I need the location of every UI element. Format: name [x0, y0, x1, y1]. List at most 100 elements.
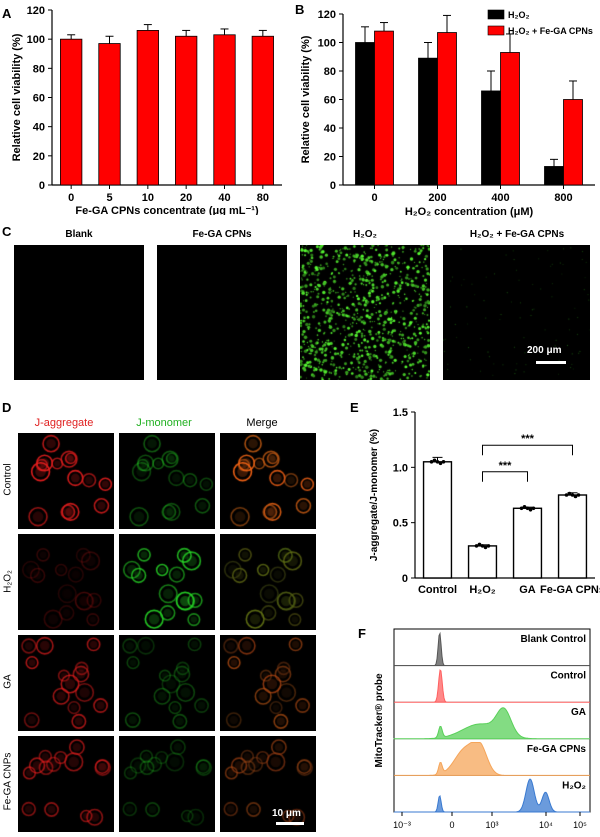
bar — [557, 494, 588, 579]
panel-d-col-j-aggregate: J-aggregate — [34, 417, 94, 429]
series-label: H₂O₂ — [562, 780, 586, 791]
series-label: Fe-GA CPNs — [527, 744, 587, 755]
confocal-fega-cnps-j-monomer — [119, 736, 215, 832]
scale-label-d: 10 μm — [272, 808, 301, 819]
histogram-ga — [393, 707, 590, 740]
panel-d-col-j-monomer: J-monomer — [136, 417, 192, 429]
bar — [175, 35, 198, 186]
x-tick-label: 0 — [449, 820, 454, 830]
bar-h2o2 — [481, 90, 501, 186]
x-tick-label: 20 — [180, 192, 192, 204]
panel-b-label: B — [295, 2, 305, 17]
panel-c-title-blank: Blank — [65, 229, 93, 240]
y-tick-label: 20 — [324, 152, 336, 164]
x-tick-label: 400 — [491, 192, 509, 204]
panel-d-row-ga: GA — [2, 674, 14, 689]
histogram-blank-control — [394, 631, 590, 667]
histogram-control — [394, 669, 590, 703]
series-label: Control — [550, 671, 586, 682]
confocal-h2o2-merge — [220, 534, 316, 630]
y-tick-label: 0.5 — [393, 518, 408, 530]
data-point — [483, 545, 488, 550]
data-point — [480, 544, 485, 548]
y-tick-label: 60 — [33, 93, 45, 105]
scale-label-c: 200 μm — [527, 345, 562, 356]
data-point — [567, 491, 572, 496]
data-point — [519, 506, 524, 511]
x-tick-label: 10 — [142, 192, 154, 204]
y-tick-label: 40 — [33, 122, 45, 134]
bar — [136, 30, 159, 186]
panel-c-label: C — [2, 224, 12, 239]
data-point — [528, 507, 533, 512]
bar-h2o2-fega — [500, 52, 520, 186]
panel-a-label: A — [2, 6, 12, 21]
x-axis-title: H₂O₂ concentration (μM) — [405, 206, 534, 218]
confocal-ga-j-monomer — [119, 635, 215, 731]
x-tick-label: 200 — [428, 192, 446, 204]
series-label: Blank Control — [520, 634, 586, 645]
scale-bar-d — [276, 822, 304, 825]
confocal-ga-merge — [220, 635, 316, 731]
data-point — [525, 506, 530, 511]
confocal-fega-cnps-merge — [220, 736, 316, 832]
micrograph-h2o2 — [300, 245, 430, 380]
data-point — [477, 542, 482, 547]
histogram-h-o- — [394, 778, 590, 813]
panel-e-label: E — [350, 400, 359, 415]
series-label: GA — [571, 707, 586, 718]
micrograph-h2o2-fega: 200 μm — [443, 245, 590, 380]
data-point — [441, 460, 446, 464]
data-point — [438, 461, 443, 466]
data-point — [531, 506, 536, 511]
bar — [512, 507, 543, 579]
panel-d-label: D — [2, 400, 12, 415]
micrograph-blank — [14, 245, 144, 380]
y-tick-label: 20 — [33, 151, 45, 163]
legend-label: H₂O₂ + Fe-GA CPNs — [508, 26, 593, 36]
x-tick-label: Fe-GA CPNs — [540, 584, 600, 596]
confocal-fega-cnps-j-aggregate — [18, 736, 114, 832]
data-point — [570, 493, 575, 497]
x-tick-label: 10⁻³ — [393, 820, 411, 830]
bar — [467, 545, 498, 579]
data-point — [576, 493, 581, 497]
significance-label: *** — [521, 433, 535, 445]
data-point — [435, 460, 440, 464]
y-tick-label: 120 — [27, 5, 45, 17]
confocal-h2o2-j-monomer — [119, 534, 215, 630]
y-axis-title: Relative cell viability (%) — [11, 33, 23, 161]
confocal-control-j-monomer — [119, 433, 215, 529]
scale-bar-c — [536, 361, 566, 364]
bar — [251, 35, 274, 186]
x-tick-label: 0 — [371, 192, 377, 204]
data-point — [429, 460, 434, 464]
y-tick-label: 0 — [330, 180, 336, 192]
panel-d-row-control: Control — [2, 463, 14, 496]
y-tick-label: 40 — [324, 123, 336, 135]
bar — [213, 34, 236, 186]
bar — [60, 38, 83, 186]
y-axis-title: J-aggregate/J-monomer (%) — [369, 429, 380, 561]
y-tick-label: 0 — [39, 180, 45, 192]
bar-h2o2-fega — [374, 30, 394, 186]
bar-h2o2 — [355, 42, 375, 186]
y-tick-label: 120 — [318, 9, 336, 21]
panel-f-label: F — [358, 626, 366, 641]
y-tick-label: 80 — [324, 66, 336, 78]
y-axis-title: MitoTracker® probe — [374, 673, 385, 767]
panel-d-row-h2o2: H₂O₂ — [2, 570, 14, 593]
y-tick-label: 100 — [27, 34, 45, 46]
bar-h2o2-fega — [563, 99, 583, 186]
x-tick-label: 40 — [218, 192, 230, 204]
legend-swatch — [487, 9, 505, 20]
panel-c-title-h2o2-fega: H₂O₂ + Fe-GA CPNs — [469, 229, 565, 240]
panel-d-row-fega-cnps: Fe-GA CNPs — [2, 752, 14, 811]
y-axis-title: Relative cell viability (%) — [300, 35, 312, 163]
y-tick-label: 80 — [33, 63, 45, 75]
y-tick-label: 100 — [318, 38, 336, 50]
x-tick-label: H₂O₂ — [469, 584, 495, 596]
data-point — [564, 493, 569, 497]
data-point — [474, 544, 479, 548]
